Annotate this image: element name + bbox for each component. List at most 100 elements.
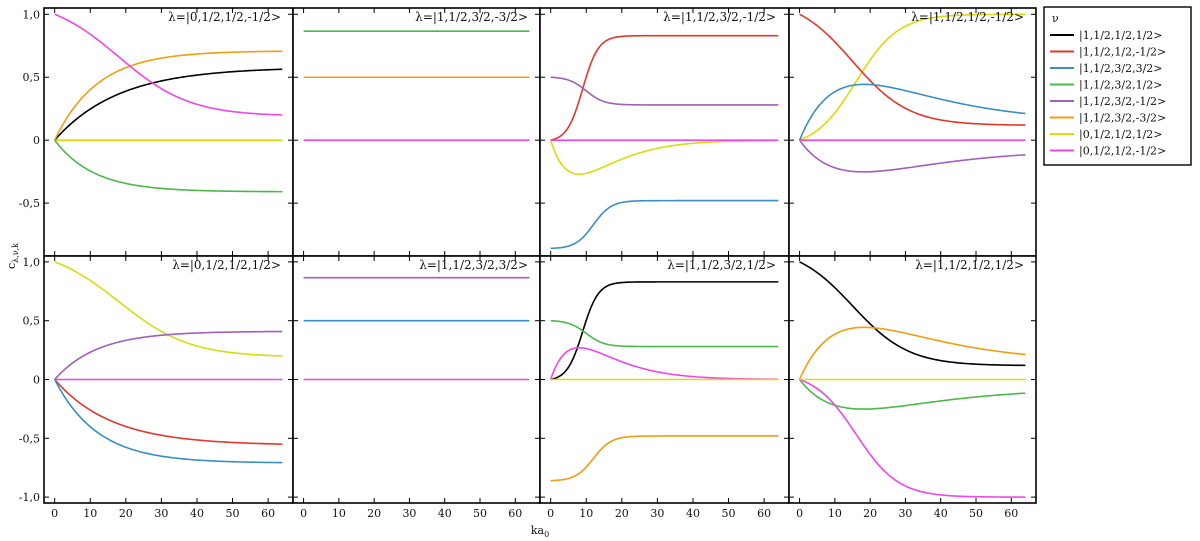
legend-item: |0,1/2,1/2,1/2>: [1050, 128, 1163, 142]
panel-3: λ=|1,1/2,3/2,-1/2>: [539, 7, 790, 257]
y-axis-title-main: c: [5, 263, 18, 269]
x-axis-title: ka0: [531, 524, 549, 539]
series-line-d: [54, 139, 283, 193]
series-line-a: [799, 261, 1026, 367]
x-tick-label: 10: [332, 507, 346, 520]
x-tick-label: 10: [579, 507, 593, 520]
series-line-a: [54, 68, 283, 141]
x-tick-label: 30: [154, 507, 168, 520]
legend-label: |1,1/2,3/2,-1/2>: [1079, 95, 1166, 109]
series-line-e: [54, 330, 283, 381]
legend-label: |1,1/2,1/2,-1/2>: [1079, 46, 1166, 60]
series-line-f: [53, 50, 283, 141]
series-line-f: [798, 326, 1026, 380]
panel-5: 1,0 0,5 0 -0,5 -1,0 0 10 20 30 40 50 60 λ=|0,1/2,1/2…: [19, 255, 294, 520]
x-tick-label: 10: [83, 507, 97, 520]
panels-grid: 1,0 0,5 0 -0,5 λ=|0,1/2,1/2,-1/2> λ=|1,1/2,3/…: [19, 7, 1037, 520]
panel-6: 0 10 20 30 40 50 60 λ=|1,1/2,3/2,3/2>: [292, 255, 541, 520]
legend-item: |0,1/2,1/2,-1/2>: [1050, 145, 1166, 159]
legend-item: |1,1/2,3/2,-1/2>: [1050, 95, 1166, 109]
y-axis-title-sub: λ,ν,k: [11, 243, 20, 263]
series-line-e: [550, 76, 779, 106]
y-tick-label: -0,5: [19, 197, 40, 210]
x-tick-label: 10: [828, 507, 842, 520]
panel-background: [789, 8, 1036, 256]
panel-title: λ=|0,1/2,1/2,1/2>: [172, 258, 281, 272]
x-tick-label: 60: [757, 507, 771, 520]
series-line-g: [799, 13, 1026, 141]
series-line-b: [550, 34, 779, 141]
y-axis-title: cλ,ν,k: [5, 243, 20, 269]
x-tick-label: 0: [300, 507, 307, 520]
legend-box: [1043, 6, 1192, 166]
legend-item: |1,1/2,3/2,1/2>: [1050, 79, 1163, 93]
legend: ν |1,1/2,1/2,1/2> |1,1/2,1/2,-1/2> |1,1/2,3…: [1043, 6, 1192, 166]
series-line-h: [54, 13, 283, 116]
y-tick-label: 0: [33, 134, 40, 147]
panel-background: [293, 8, 540, 256]
y-tick-label: -1,0: [19, 491, 40, 504]
x-tick-label: 50: [722, 507, 736, 520]
series-line-b: [799, 13, 1026, 126]
panel-title: λ=|1,1/2,3/2,1/2>: [667, 258, 776, 272]
x-tick-label: 50: [473, 507, 487, 520]
panel-title: λ=|1,1/2,3/2,-1/2>: [663, 10, 776, 24]
panel-title: λ=|1,1/2,3/2,3/2>: [419, 258, 528, 272]
x-tick-label: 0: [51, 507, 58, 520]
legend-label: |1,1/2,3/2,-3/2>: [1079, 112, 1166, 126]
series-line-c: [550, 199, 779, 250]
panel-background: [44, 8, 293, 256]
x-tick-label: 50: [969, 507, 983, 520]
x-tick-label: 40: [934, 507, 948, 520]
y-tick-label: -0,5: [19, 432, 40, 445]
series-line-b: [54, 378, 283, 445]
y-tick-label: 0: [33, 374, 40, 387]
series-line-h: [799, 378, 1026, 498]
legend-label: |1,1/2,3/2,3/2>: [1079, 62, 1163, 76]
x-axis-title-main: ka: [531, 524, 545, 537]
series-line-d: [798, 379, 1026, 410]
y-tick-label: 1,0: [23, 8, 41, 21]
x-tick-label: 30: [402, 507, 416, 520]
panel-title: λ=|1,1/2,1/2,-1/2>: [911, 10, 1024, 24]
x-tick-label: 0: [796, 507, 803, 520]
series-line-e: [798, 139, 1026, 173]
series-line-a: [550, 281, 779, 381]
x-tick-label: 60: [1004, 507, 1018, 520]
x-tick-label: 20: [615, 507, 629, 520]
x-tick-label: 60: [508, 507, 522, 520]
panel-7: 0 10 20 30 40 50 60 λ=|1,1/2,3/2,1/2>: [539, 255, 790, 520]
y-tick-label: 1,0: [23, 256, 41, 269]
x-tick-label: 30: [650, 507, 664, 520]
panel-4: λ=|1,1/2,1/2,-1/2>: [788, 7, 1037, 257]
legend-item: |1,1/2,1/2,1/2>: [1050, 29, 1163, 43]
panel-title: λ=|1,1/2,1/2,1/2>: [915, 258, 1024, 272]
series-line-d: [550, 319, 779, 348]
panel-1: 1,0 0,5 0 -0,5 λ=|0,1/2,1/2,-1/2>: [19, 7, 294, 257]
panel-2: λ=|1,1/2,3/2,-3/2>: [292, 7, 541, 257]
series-line-f: [550, 435, 779, 482]
legend-title: ν: [1052, 12, 1059, 25]
x-tick-label: 30: [898, 507, 912, 520]
x-tick-label: 0: [547, 507, 554, 520]
legend-label: |1,1/2,3/2,1/2>: [1079, 79, 1163, 93]
y-tick-label: 0,5: [23, 71, 41, 84]
series-line-c: [53, 379, 283, 464]
panel-8: 0 10 20 30 40 50 60 λ=|1,1/2,1/2,1/2>: [788, 255, 1037, 520]
x-axis-title-sub: 0: [544, 530, 549, 539]
legend-label: |0,1/2,1/2,-1/2>: [1079, 145, 1166, 159]
legend-label: |1,1/2,1/2,1/2>: [1079, 29, 1163, 43]
x-tick-label: 60: [261, 507, 275, 520]
legend-item: |1,1/2,3/2,3/2>: [1050, 62, 1163, 76]
legend-item: |1,1/2,1/2,-1/2>: [1050, 46, 1166, 60]
legend-item: |1,1/2,3/2,-3/2>: [1050, 112, 1166, 126]
series-line-c: [798, 83, 1026, 141]
x-tick-label: 40: [438, 507, 452, 520]
x-tick-label: 20: [367, 507, 381, 520]
legend-label: |0,1/2,1/2,1/2>: [1079, 128, 1163, 142]
panel-background: [540, 8, 789, 256]
panel-title: λ=|1,1/2,3/2,-3/2>: [415, 10, 528, 24]
panel-title: λ=|0,1/2,1/2,-1/2>: [168, 10, 281, 24]
